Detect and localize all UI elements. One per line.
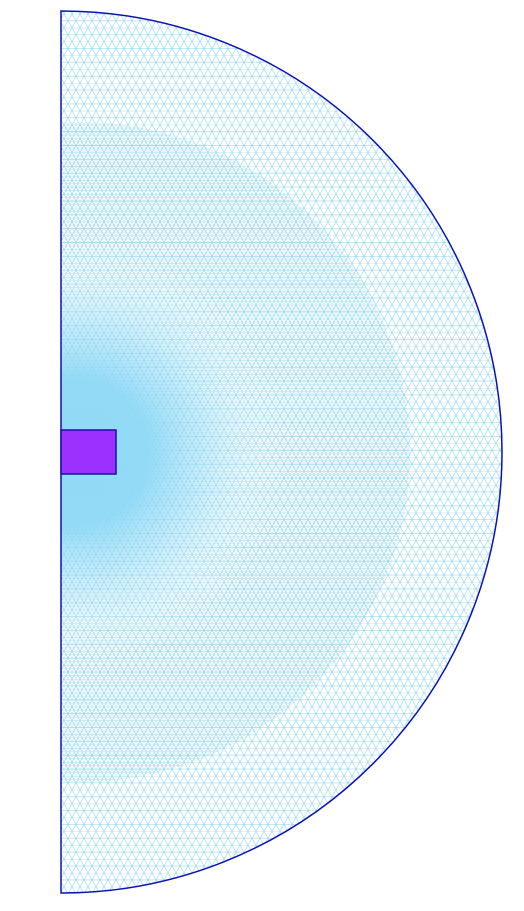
mesh-dense-region: [61, 11, 502, 893]
mesh: [61, 11, 502, 893]
domain-boundary: [60, 10, 503, 894]
inclusion: [60, 429, 117, 475]
